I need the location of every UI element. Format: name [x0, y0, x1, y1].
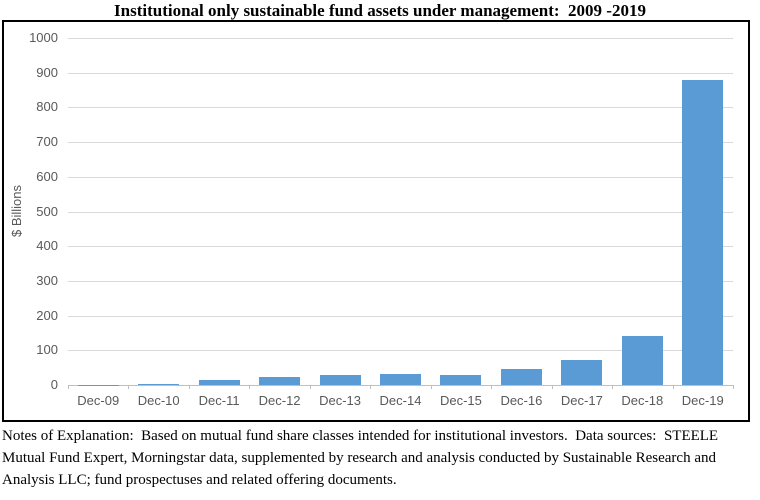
x-axis-tick — [612, 385, 614, 389]
gridline — [68, 211, 733, 213]
bar-dec-16 — [500, 369, 542, 385]
y-tick-label: 1000 — [29, 30, 58, 45]
x-tick-label: Dec-14 — [379, 393, 422, 408]
x-tick-label: Dec-19 — [681, 393, 724, 408]
bar-dec-10 — [138, 384, 180, 385]
x-tick-label: Dec-18 — [621, 393, 664, 408]
x-axis-tick — [370, 385, 372, 389]
y-tick-label: 300 — [36, 272, 58, 288]
x-tick-label: Dec-17 — [560, 393, 603, 408]
gridline — [68, 72, 733, 74]
y-tick-label: 500 — [36, 203, 58, 219]
x-tick-label: Dec-09 — [77, 393, 120, 408]
bar-dec-13 — [319, 374, 361, 385]
plot-area — [68, 38, 733, 386]
x-tick-label: Dec-10 — [137, 393, 180, 408]
x-axis-tick — [249, 385, 251, 389]
bar-dec-12 — [259, 376, 301, 385]
x-axis-tick — [309, 385, 311, 389]
bar-dec-11 — [198, 379, 240, 385]
y-tick-label: 600 — [36, 168, 58, 184]
y-tick-label: 700 — [36, 134, 58, 150]
x-axis-tick — [551, 385, 553, 389]
gridline — [68, 315, 733, 317]
x-tick-label: Dec-13 — [319, 393, 361, 408]
gridline — [68, 350, 733, 352]
chart-plot-box: $ Billions 0 100 200 300 400 500 600 700 800 900 1… — [2, 20, 750, 422]
bar-dec-15 — [440, 375, 482, 385]
x-axis-tick — [68, 385, 69, 389]
y-tick-label: 400 — [36, 238, 58, 254]
y-tick-label: 200 — [36, 307, 58, 323]
chart-title: Institutional only sustainable fund asse… — [114, 1, 646, 20]
x-tick-label: Dec-11 — [198, 393, 240, 408]
gridline — [68, 38, 733, 39]
x-axis-tick — [491, 385, 493, 389]
x-axis-line — [68, 385, 733, 386]
x-tick-label: Dec-16 — [500, 393, 543, 408]
x-axis-tick — [430, 385, 432, 389]
y-tick-label: 800 — [36, 99, 58, 115]
x-tick-label: Dec-15 — [439, 393, 482, 408]
x-axis-tick — [128, 385, 130, 389]
x-tick-label: Dec-12 — [258, 393, 301, 408]
x-axis-tick — [672, 385, 674, 389]
x-axis-tick — [733, 385, 734, 389]
gridline — [68, 246, 733, 248]
y-tick-label: 900 — [36, 64, 58, 80]
bar-dec-19 — [682, 80, 724, 385]
y-tick-label: 100 — [36, 342, 58, 358]
y-tick-label: 0 — [50, 377, 58, 392]
notes-of-explanation: Notes of Explanation: Based on mutual fu… — [2, 428, 722, 488]
gridline — [68, 107, 733, 109]
gridline — [68, 176, 733, 178]
bar-dec-18 — [621, 336, 663, 385]
bar-dec-14 — [380, 374, 421, 385]
bar-dec-17 — [561, 360, 603, 385]
x-axis-tick — [188, 385, 190, 389]
gridline — [68, 280, 733, 282]
gridline — [68, 142, 733, 144]
